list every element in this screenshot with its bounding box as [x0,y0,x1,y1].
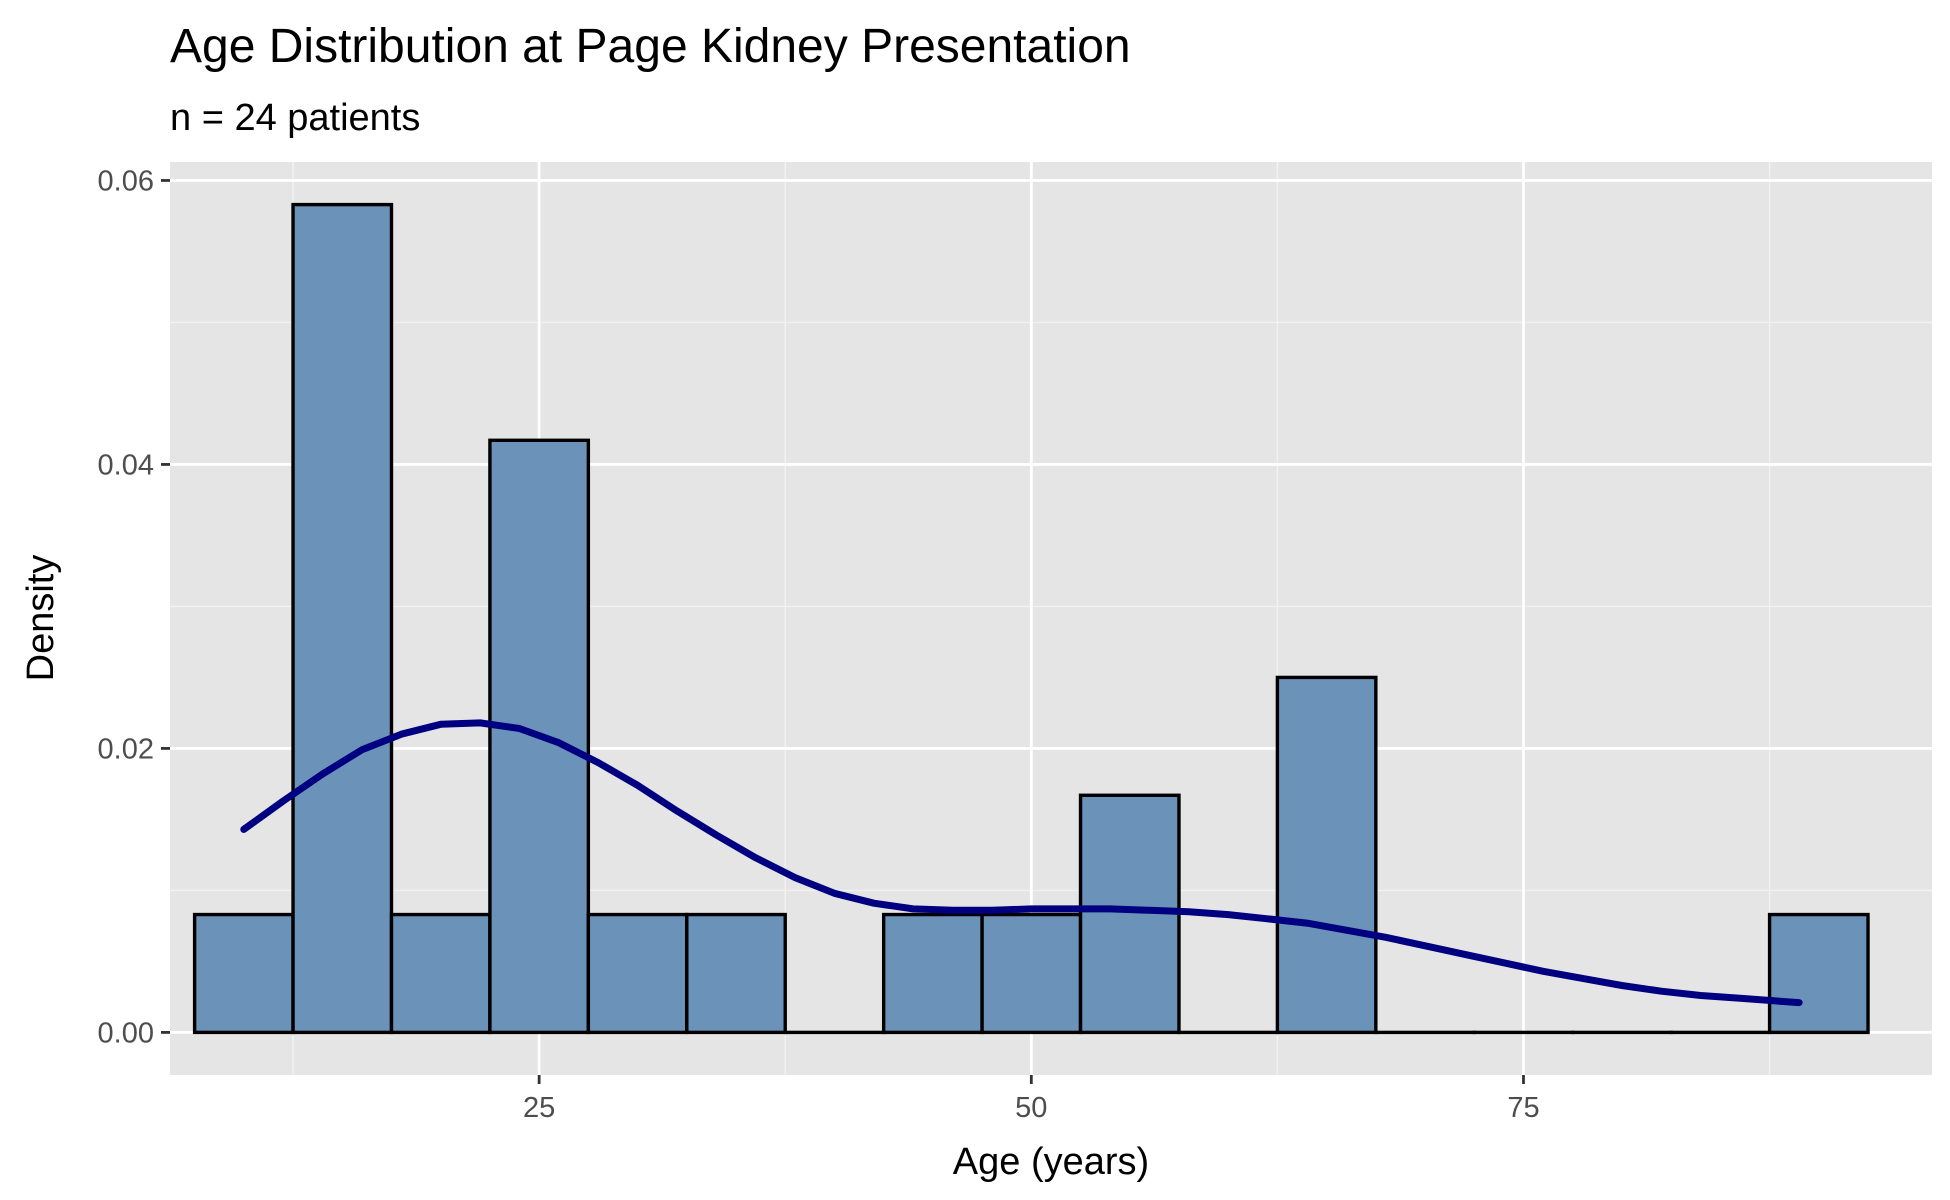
x-axis-title: Age (years) [953,1141,1149,1183]
histogram-bars [192,202,1870,1035]
histogram-bar [1767,912,1870,1035]
x-tick-label: 75 [1507,1092,1539,1124]
y-tick-label: 0.04 [98,449,154,481]
histogram-bar [192,912,295,1035]
histogram-bar [980,912,1083,1035]
histogram-bar [586,912,689,1035]
histogram-bar [389,912,492,1035]
histogram-bar [685,912,787,1035]
x-tick-label: 25 [523,1092,555,1124]
y-axis-title: Density [20,555,62,682]
chart-title: Age Distribution at Page Kidney Presenta… [170,20,1131,73]
chart-subtitle: n = 24 patients [170,97,420,139]
density-curve [240,719,1803,1007]
x-axis: 25 50 75 [523,1075,1540,1124]
histogram-bar [291,202,394,1035]
y-tick-label: 0.06 [98,165,154,197]
y-axis: 0.00 0.02 0.04 0.06 [98,165,170,1049]
y-tick-label: 0.00 [98,1017,154,1049]
x-tick-label: 50 [1015,1092,1047,1124]
y-tick-label: 0.02 [98,733,154,765]
histogram-bar [1275,675,1378,1035]
histogram-bar [881,912,984,1035]
